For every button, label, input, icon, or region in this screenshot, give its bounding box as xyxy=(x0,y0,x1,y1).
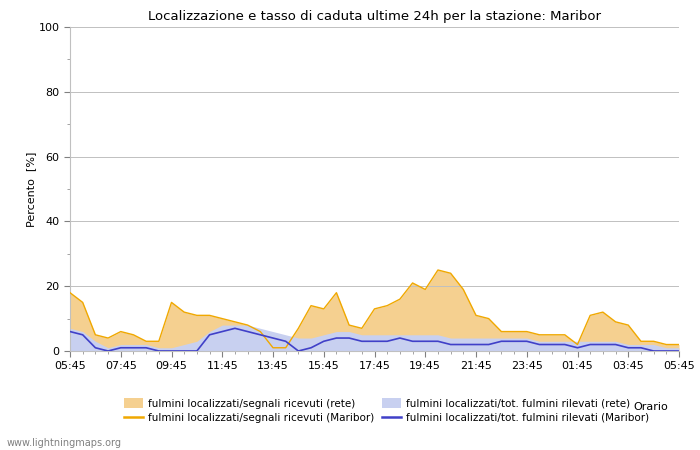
Text: Orario: Orario xyxy=(634,402,668,412)
Title: Localizzazione e tasso di caduta ultime 24h per la stazione: Maribor: Localizzazione e tasso di caduta ultime … xyxy=(148,10,601,23)
Text: www.lightningmaps.org: www.lightningmaps.org xyxy=(7,438,122,448)
Legend: fulmini localizzati/segnali ricevuti (rete), fulmini localizzati/segnali ricevut: fulmini localizzati/segnali ricevuti (re… xyxy=(124,398,650,423)
Y-axis label: Percento  [%]: Percento [%] xyxy=(26,151,36,227)
